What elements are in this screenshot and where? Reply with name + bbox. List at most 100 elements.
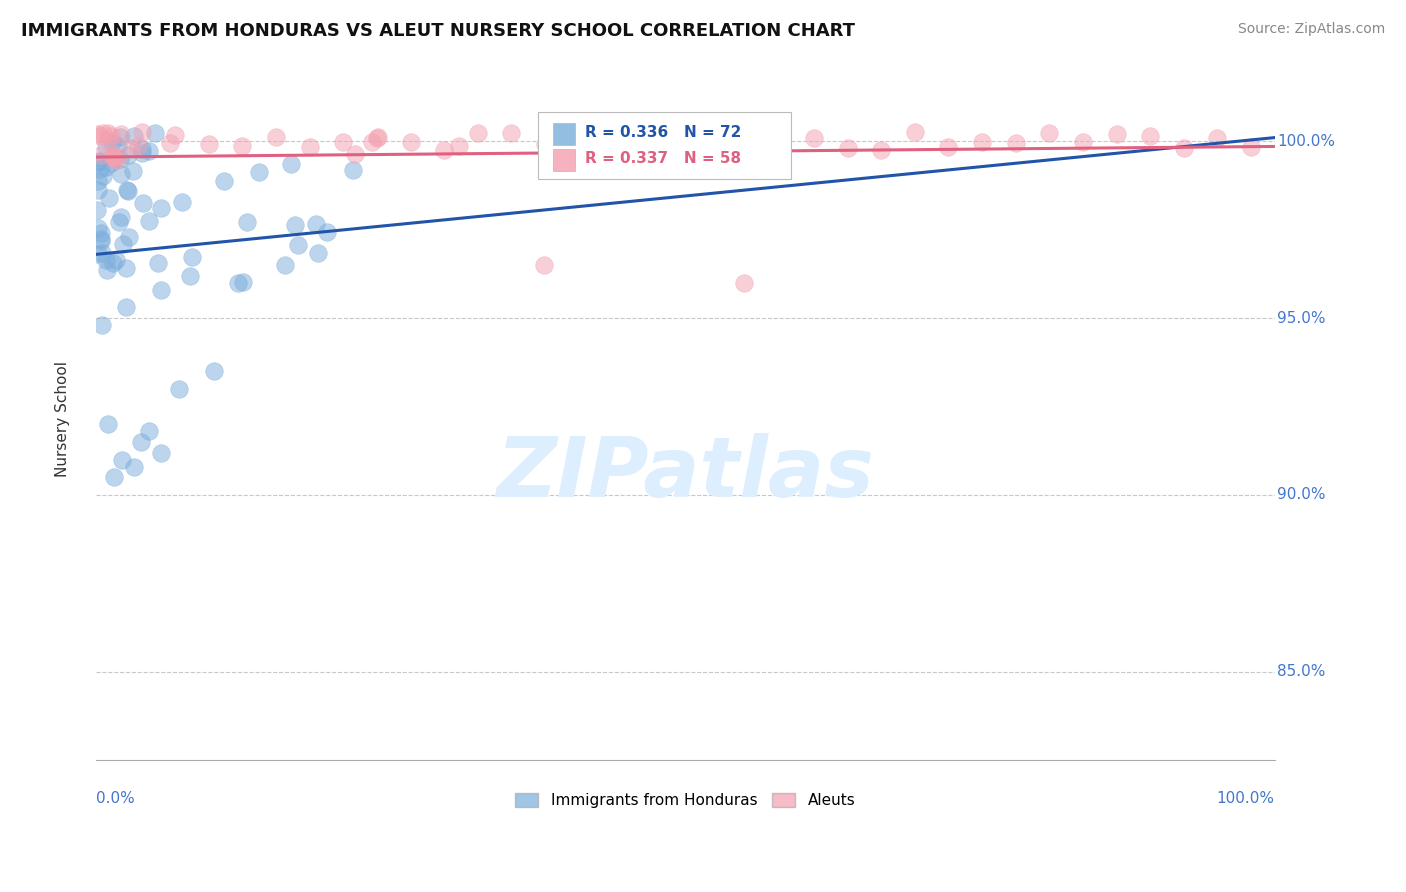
Point	[131, 146, 153, 161]
Point	[104, 253, 127, 268]
Point	[146, 256, 169, 270]
Point	[138, 214, 160, 228]
Point	[232, 275, 254, 289]
Point	[315, 225, 337, 239]
Point	[433, 143, 456, 157]
Point	[247, 164, 270, 178]
Point	[87, 174, 110, 188]
Point	[138, 144, 160, 158]
Point	[122, 459, 145, 474]
Point	[110, 128, 132, 142]
Point	[332, 136, 354, 150]
Point	[343, 146, 366, 161]
Point	[662, 146, 685, 161]
Point	[202, 364, 225, 378]
Point	[117, 183, 139, 197]
Point	[1206, 131, 1229, 145]
Point	[122, 163, 145, 178]
Point	[131, 142, 153, 156]
Point	[264, 129, 287, 144]
Point	[108, 215, 131, 229]
Point	[467, 126, 489, 140]
Point	[149, 283, 172, 297]
Point	[179, 268, 201, 283]
Point	[1240, 140, 1263, 154]
Text: 100.0%: 100.0%	[1216, 791, 1275, 806]
Point	[115, 260, 138, 275]
Point	[87, 155, 110, 169]
Point	[100, 148, 122, 162]
Point	[938, 140, 960, 154]
Point	[110, 153, 132, 167]
Point	[342, 162, 364, 177]
Text: 0.0%: 0.0%	[96, 791, 135, 806]
Point	[96, 263, 118, 277]
Point	[96, 160, 118, 174]
Point	[90, 231, 112, 245]
Point	[100, 129, 122, 144]
Point	[1105, 127, 1128, 141]
Point	[91, 318, 114, 333]
Point	[273, 258, 295, 272]
Text: Nursery School: Nursery School	[55, 361, 70, 477]
Text: 95.0%: 95.0%	[1277, 310, 1326, 326]
Point	[1173, 141, 1195, 155]
Point	[803, 130, 825, 145]
Point	[280, 157, 302, 171]
Point	[360, 135, 382, 149]
Point	[98, 191, 121, 205]
Point	[90, 234, 112, 248]
Point	[837, 141, 859, 155]
Point	[91, 246, 114, 260]
Point	[307, 246, 329, 260]
Point	[117, 147, 139, 161]
Point	[870, 143, 893, 157]
Point	[143, 126, 166, 140]
Point	[212, 174, 235, 188]
Point	[284, 219, 307, 233]
Text: R = 0.336   N = 72: R = 0.336 N = 72	[585, 125, 741, 140]
Point	[236, 215, 259, 229]
Point	[87, 153, 110, 168]
Point	[97, 126, 120, 140]
Point	[198, 137, 221, 152]
Point	[127, 139, 149, 153]
FancyBboxPatch shape	[554, 149, 575, 171]
Point	[87, 127, 110, 141]
Point	[970, 135, 993, 149]
Point	[97, 133, 120, 147]
Point	[114, 301, 136, 315]
Point	[568, 131, 591, 145]
Point	[104, 148, 127, 162]
Text: ZIPatlas: ZIPatlas	[496, 433, 875, 514]
Point	[287, 237, 309, 252]
Point	[108, 130, 131, 145]
Point	[702, 137, 724, 152]
Point	[89, 162, 111, 177]
Text: 100.0%: 100.0%	[1277, 134, 1334, 149]
Point	[180, 250, 202, 264]
Point	[735, 137, 758, 152]
Point	[1038, 126, 1060, 140]
Point	[117, 184, 139, 198]
Point	[1004, 136, 1026, 151]
Point	[367, 130, 389, 145]
Point	[1139, 128, 1161, 143]
Point	[96, 253, 118, 268]
Point	[90, 148, 112, 162]
Point	[122, 129, 145, 144]
Point	[103, 256, 125, 270]
Point	[104, 151, 127, 165]
Point	[87, 221, 110, 235]
Point	[100, 156, 122, 170]
Point	[86, 183, 108, 197]
Text: R = 0.337   N = 58: R = 0.337 N = 58	[585, 152, 741, 166]
Point	[101, 151, 124, 165]
Point	[501, 126, 523, 140]
Point	[138, 425, 160, 439]
Point	[165, 128, 187, 142]
FancyBboxPatch shape	[538, 112, 792, 178]
Point	[103, 470, 125, 484]
Point	[600, 124, 623, 138]
Point	[668, 142, 690, 156]
